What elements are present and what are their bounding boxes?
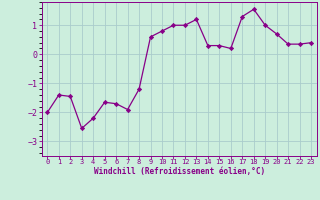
X-axis label: Windchill (Refroidissement éolien,°C): Windchill (Refroidissement éolien,°C) (94, 167, 265, 176)
